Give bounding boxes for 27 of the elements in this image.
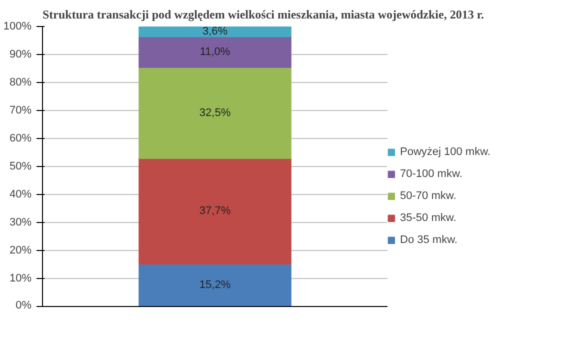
data-label: 3,6% xyxy=(202,26,228,38)
bar xyxy=(138,263,292,306)
bar xyxy=(138,66,292,159)
y-tick-label: 80% xyxy=(9,76,32,88)
data-label: 11,0% xyxy=(200,46,230,58)
data-label: 37,7% xyxy=(199,205,231,218)
bar xyxy=(138,158,292,264)
y-tick-label: 90% xyxy=(9,48,32,60)
data-label: 32,5% xyxy=(199,106,231,119)
legend-label: 35-50 mkw. xyxy=(400,212,456,224)
y-tick-label: 70% xyxy=(9,104,32,116)
y-tick-label: 60% xyxy=(9,132,32,144)
y-tick-label: 20% xyxy=(9,244,32,256)
chart-title: Struktura transakcji pod względem wielkości mieszkania, miasta wojewódzkie, 2013 r. xyxy=(42,8,484,22)
y-tick-label: 10% xyxy=(9,272,32,284)
y-tick-label: 100% xyxy=(3,20,32,32)
y-tick-label: 0% xyxy=(16,300,32,312)
legend-label: 70-100 mkw. xyxy=(400,168,462,180)
legend-label: Powyżej 100 mkw. xyxy=(400,146,490,158)
y-tick-label: 40% xyxy=(9,188,32,200)
legend-label: 50-70 mkw. xyxy=(400,190,456,202)
data-label: 15,2% xyxy=(199,279,231,292)
y-tick-label: 50% xyxy=(9,160,32,172)
legend-label: Do 35 mkw. xyxy=(400,234,458,246)
y-tick-label: 30% xyxy=(9,216,32,228)
bar xyxy=(138,26,292,38)
bar xyxy=(138,36,292,68)
